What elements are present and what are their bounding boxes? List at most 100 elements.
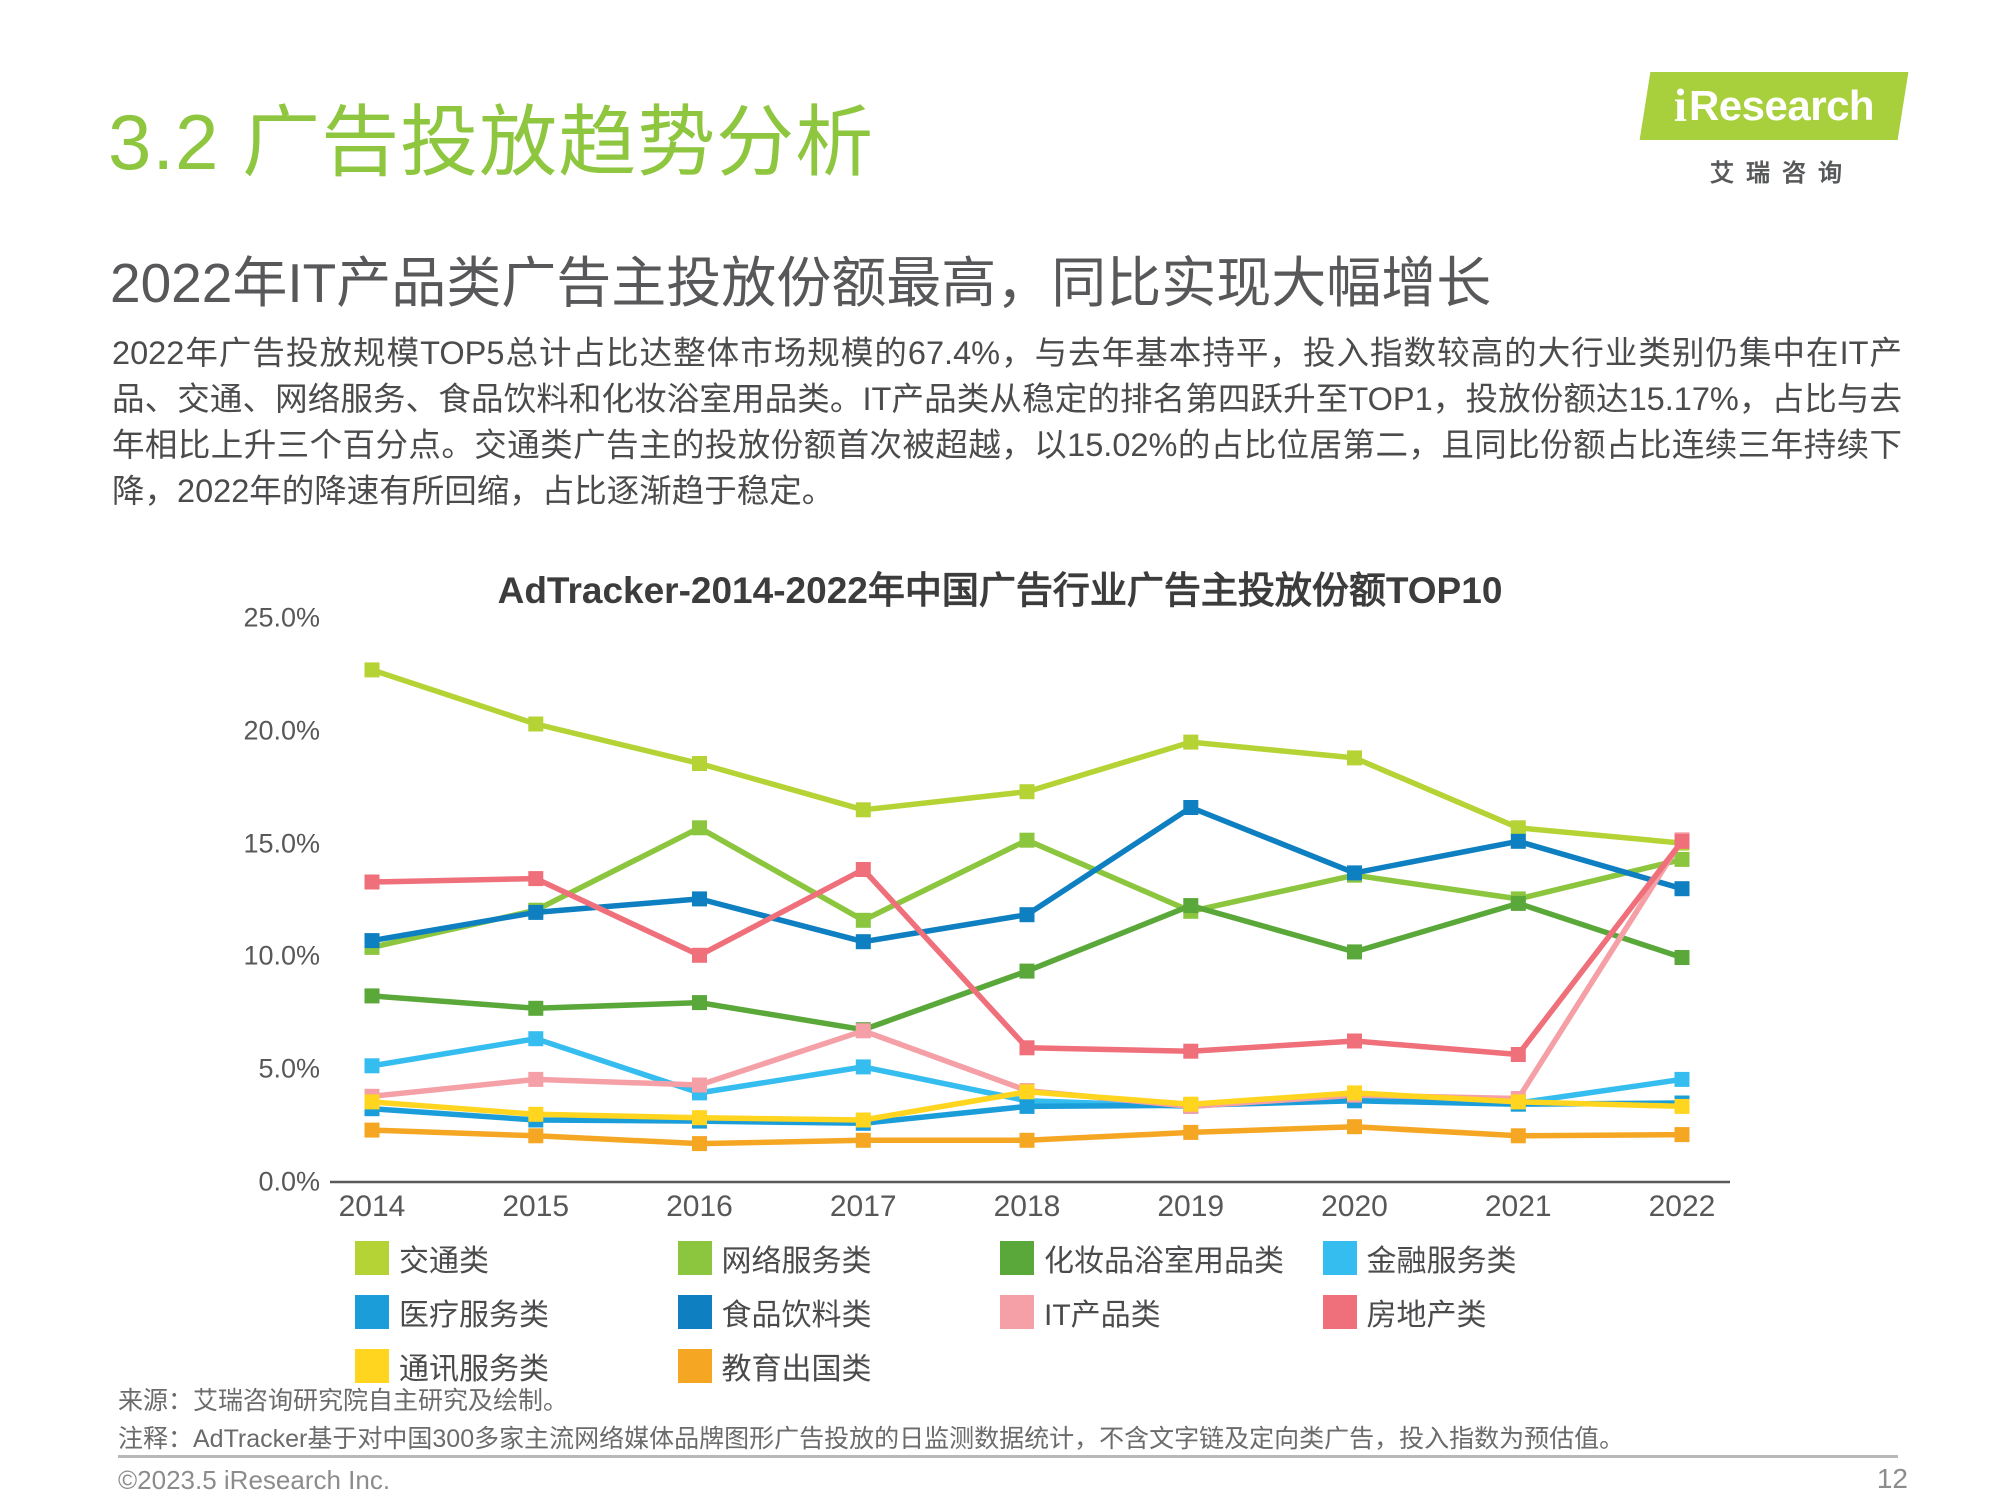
data-point-marker	[855, 912, 871, 928]
legend-item-金融服务类[interactable]: 金融服务类	[1322, 1238, 1646, 1278]
data-point-marker	[1019, 1098, 1035, 1114]
data-point-marker	[1510, 1047, 1526, 1062]
data-point-marker	[855, 934, 871, 950]
data-point-marker	[364, 662, 380, 678]
chart-container: AdTracker-2014-2022年中国广告行业广告主投放份额TOP10 0…	[0, 560, 2000, 1223]
data-point-marker	[692, 995, 707, 1011]
legend-marker-icon	[1000, 1295, 1034, 1329]
legend-item-网络服务类[interactable]: 网络服务类	[677, 1238, 1001, 1278]
note-line: 注释：AdTracker基于对中国300多家主流网络媒体品牌图形广告投放的日监测…	[118, 1425, 1625, 1453]
section-title: 3.2 广告投放趋势分析	[108, 98, 875, 186]
legend-marker-icon	[355, 1295, 389, 1329]
page-title: 2022年IT产品类广告主投放份额最高，同比实现大幅增长	[110, 252, 1492, 314]
data-point-marker	[528, 1031, 544, 1047]
data-point-marker	[855, 1023, 871, 1039]
legend-item-化妆品浴室用品类[interactable]: 化妆品浴室用品类	[1000, 1238, 1323, 1278]
chart-legend: 交通类 网络服务类 化妆品浴室用品类 金融服务类医疗服务类 食品饮料类 IT产品类 房地产类…	[355, 1238, 1645, 1400]
data-point-marker	[855, 1132, 871, 1148]
legend-item-食品饮料类[interactable]: 食品饮料类	[677, 1292, 1001, 1332]
legend-row: 交通类 网络服务类 化妆品浴室用品类 金融服务类	[355, 1238, 1645, 1278]
data-point-marker	[528, 1106, 544, 1122]
y-axis-labels: 0.0% 5.0% 10.0% 15.0% 20.0% 25.0%	[228, 603, 320, 1197]
data-point-marker	[528, 1000, 544, 1016]
legend-item-房地产类[interactable]: 房地产类	[1322, 1292, 1646, 1332]
legend-row: 通讯服务类 教育出国类	[355, 1346, 1645, 1386]
x-tick-label: 2014	[338, 1190, 406, 1223]
data-point-marker	[528, 1071, 544, 1087]
legend-item-交通类[interactable]: 交通类	[355, 1238, 678, 1278]
legend-marker-icon	[355, 1349, 389, 1383]
data-point-marker	[528, 904, 544, 920]
x-tick-label: 2021	[1484, 1190, 1552, 1223]
data-point-marker	[1674, 950, 1690, 965]
chart-plot-area	[330, 618, 1730, 1184]
logo-i-letter: i	[1673, 79, 1687, 132]
legend-item-IT产品类[interactable]: IT产品类	[1000, 1292, 1323, 1332]
legend-item-医疗服务类[interactable]: 医疗服务类	[355, 1292, 678, 1332]
data-point-marker	[1019, 832, 1035, 848]
y-tick-label: 25.0%	[243, 602, 320, 633]
legend-label: 医疗服务类	[399, 1299, 549, 1332]
data-point-marker	[1510, 1094, 1526, 1110]
data-point-marker	[1347, 1033, 1362, 1049]
data-point-marker	[1674, 1098, 1690, 1114]
data-point-marker	[1510, 1128, 1526, 1144]
copyright-text: ©2023.5 iResearch Inc.	[118, 1465, 391, 1495]
data-point-marker	[364, 1122, 380, 1138]
data-point-marker	[1674, 1071, 1690, 1087]
series-交通类	[364, 662, 1690, 851]
y-tick-label: 0.0%	[258, 1166, 320, 1197]
data-point-marker	[1019, 1040, 1035, 1056]
legend-label: 通讯服务类	[399, 1353, 549, 1386]
data-point-marker	[692, 947, 707, 963]
x-tick-label: 2017	[829, 1190, 897, 1223]
page-number: 12	[1876, 1463, 1908, 1494]
y-tick-label: 5.0%	[258, 1053, 320, 1084]
data-point-marker	[528, 716, 544, 732]
footer-notes: 来源：艾瑞咨询研究院自主研究及绘制。 注释：AdTracker基于对中国300多…	[118, 1382, 1898, 1458]
data-point-marker	[1347, 1119, 1362, 1135]
legend-marker-icon	[677, 1295, 712, 1329]
data-point-marker	[1510, 820, 1526, 836]
data-point-marker	[692, 1110, 707, 1126]
series-line	[369, 838, 1685, 1058]
x-tick-label: 2016	[666, 1190, 733, 1223]
data-point-marker	[1510, 895, 1526, 911]
y-tick-label: 20.0%	[243, 715, 320, 746]
data-point-marker	[364, 1058, 380, 1074]
x-axis-labels: 2014 2015 2016 2017 2018 2019 2020 2021 2022	[330, 1190, 1730, 1236]
data-point-marker	[855, 802, 871, 818]
logo-research-word: Research	[1688, 82, 1875, 129]
legend-label: IT产品类	[1044, 1299, 1161, 1332]
series-通讯服务类	[364, 1084, 1690, 1128]
data-point-marker	[1183, 1096, 1199, 1112]
data-point-marker	[692, 820, 707, 836]
series-房地产类	[364, 833, 1690, 1062]
logo-badge: i Research	[1639, 72, 1909, 140]
data-point-marker	[1674, 1127, 1690, 1143]
data-point-marker	[1019, 907, 1035, 923]
legend-item-教育出国类[interactable]: 教育出国类	[677, 1346, 1001, 1386]
data-point-marker	[1183, 898, 1199, 914]
data-point-marker	[1019, 1084, 1035, 1100]
data-point-marker	[1183, 800, 1199, 815]
legend-label: 房地产类	[1366, 1299, 1487, 1332]
legend-label: 网络服务类	[721, 1245, 872, 1278]
chart-title: AdTracker-2014-2022年中国广告行业广告主投放份额TOP10	[497, 570, 1503, 611]
data-point-marker	[855, 1059, 871, 1075]
legend-marker-icon	[677, 1349, 712, 1383]
data-point-marker	[1347, 750, 1362, 766]
data-point-marker	[1510, 833, 1526, 849]
legend-row: 医疗服务类 食品饮料类 IT产品类 房地产类	[355, 1292, 1645, 1332]
legend-marker-icon	[355, 1241, 389, 1275]
legend-item-通讯服务类[interactable]: 通讯服务类	[355, 1346, 678, 1386]
data-point-marker	[1183, 1124, 1199, 1140]
data-point-marker	[364, 988, 380, 1004]
data-point-marker	[364, 933, 380, 949]
x-tick-label: 2015	[502, 1190, 570, 1223]
data-point-marker	[528, 871, 544, 887]
data-point-marker	[1674, 881, 1690, 897]
data-point-marker	[692, 1136, 707, 1152]
data-point-marker	[692, 1077, 707, 1093]
